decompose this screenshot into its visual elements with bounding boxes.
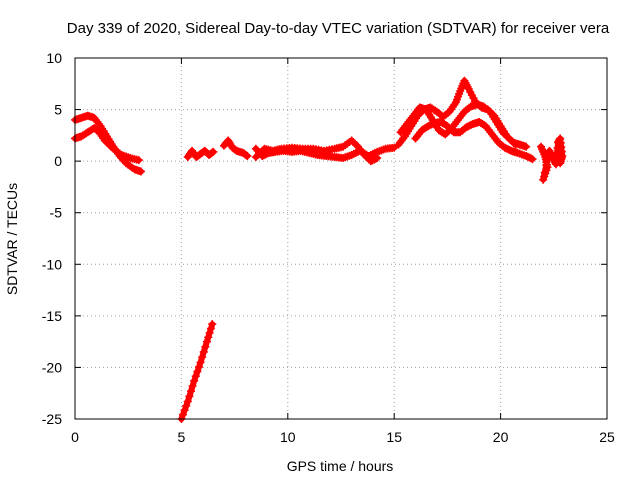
- x-tick-label: 5: [178, 429, 186, 445]
- y-axis-label: SDTVAR / TECUs: [4, 183, 20, 295]
- data-point-marker: [202, 337, 211, 346]
- series-trace-5: [251, 136, 382, 166]
- plot-frame: [74, 57, 608, 420]
- y-tick-label: -20: [42, 359, 62, 375]
- data-point-marker: [183, 397, 192, 406]
- data-point-marker: [178, 410, 187, 419]
- y-tick-label: -15: [42, 308, 62, 324]
- chart-title: Day 339 of 2020, Sidereal Day-to-day VTE…: [67, 20, 610, 37]
- data-point-marker: [191, 372, 200, 381]
- series-trace-1-upper: [71, 124, 143, 165]
- grid: [75, 58, 607, 419]
- y-tick-label: -25: [42, 411, 62, 427]
- data-point-marker: [193, 367, 202, 376]
- data-point-marker: [528, 155, 537, 164]
- data-point-marker: [188, 381, 197, 390]
- data-point-marker: [182, 401, 191, 410]
- plot-area: [71, 76, 567, 423]
- data-point-marker: [373, 154, 382, 163]
- data-point-marker: [556, 159, 565, 168]
- data-point-marker: [134, 156, 143, 165]
- data-point-marker: [180, 406, 189, 415]
- data-point-marker: [208, 320, 217, 329]
- data-point-marker: [539, 175, 548, 184]
- series-trace-8: [177, 320, 217, 423]
- y-tick-label: 0: [54, 153, 62, 169]
- data-point-marker: [206, 324, 215, 333]
- series-trace-6-c: [411, 117, 537, 164]
- y-tick-label: -10: [42, 256, 62, 272]
- data-point-marker: [190, 376, 199, 385]
- data-point-marker: [243, 151, 252, 160]
- data-point-marker: [196, 358, 205, 367]
- x-tick-label: 10: [280, 429, 296, 445]
- x-tick-label: 20: [493, 429, 509, 445]
- data-point-marker: [194, 362, 203, 371]
- data-point-marker: [198, 353, 207, 362]
- data-point-marker: [136, 167, 145, 176]
- series-trace-7: [537, 134, 567, 184]
- data-point-marker: [390, 143, 399, 152]
- data-point-marker: [509, 139, 518, 148]
- data-point-marker: [204, 333, 213, 342]
- x-tick-label: 25: [599, 429, 615, 445]
- data-point-marker: [199, 347, 208, 356]
- series-trace-2: [183, 146, 218, 162]
- series-trace-3: [219, 136, 252, 160]
- data-point-marker: [540, 168, 549, 177]
- x-tick-label: 15: [386, 429, 402, 445]
- x-axis-label: GPS time / hours: [287, 458, 394, 474]
- data-point-marker: [186, 387, 195, 396]
- data-point-marker: [209, 147, 218, 156]
- data-point-marker: [522, 142, 531, 151]
- y-tick-label: 5: [54, 102, 62, 118]
- y-tick-label: -5: [50, 205, 63, 221]
- x-tick-label: 0: [71, 429, 79, 445]
- series-trace-1-lower: [71, 111, 145, 176]
- data-point-marker: [542, 161, 551, 170]
- data-point-marker: [201, 342, 210, 351]
- data-point-marker: [511, 140, 520, 149]
- data-point-marker: [185, 392, 194, 401]
- data-point-marker: [205, 328, 214, 337]
- y-tick-label: 10: [46, 50, 62, 66]
